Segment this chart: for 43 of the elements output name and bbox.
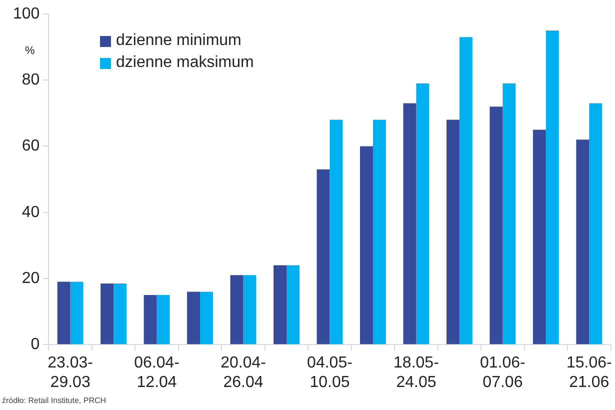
bar: [589, 103, 602, 344]
y-tick-label: 20: [22, 270, 40, 287]
bar: [459, 37, 472, 344]
bar: [416, 83, 430, 344]
bar: [502, 83, 516, 344]
bar: [532, 130, 546, 344]
bar: [576, 140, 590, 344]
x-tick-label: 06.04-12.04: [134, 354, 180, 391]
y-tick-label: 100: [12, 5, 40, 22]
x-tick-label: 04.05-10.05: [307, 354, 352, 391]
bar: [200, 292, 213, 344]
bar: [156, 295, 170, 344]
bar: [372, 120, 386, 344]
bar: [114, 283, 127, 344]
x-tick-label: 01.06-07.06: [480, 354, 526, 391]
bar: [243, 275, 256, 344]
x-tick-label: 23.03-29.03: [48, 354, 93, 391]
text: źródło: Retail Institute, PRCH: [2, 396, 106, 405]
y-axis-title: %: [25, 45, 35, 57]
x-tick-label: 20.04-26.04: [220, 354, 266, 391]
y-tick-label: 80: [22, 72, 40, 89]
y-tick-label: 60: [22, 138, 40, 155]
bar: [57, 282, 70, 344]
bar: [274, 265, 286, 344]
y-tick-label: 40: [22, 204, 40, 221]
bar: [360, 146, 373, 344]
bar: [446, 120, 460, 344]
bar: [546, 30, 559, 344]
legend-label: dzienne maksimum: [115, 53, 254, 73]
bar: [286, 265, 300, 344]
bar: [187, 292, 200, 344]
bar: [490, 106, 503, 344]
bar: [230, 275, 244, 344]
bar: [70, 282, 84, 344]
bar: [100, 283, 114, 344]
x-tick-label: 15.06-21.06: [566, 354, 612, 391]
y-tick-label: 0: [30, 336, 40, 354]
bar: [144, 295, 157, 344]
bar: [403, 103, 416, 344]
bar: [316, 169, 330, 344]
legend-label: dzienne minimum: [115, 31, 242, 51]
x-tick-label: 18.05-24.05: [394, 354, 439, 391]
bar: [330, 120, 343, 344]
